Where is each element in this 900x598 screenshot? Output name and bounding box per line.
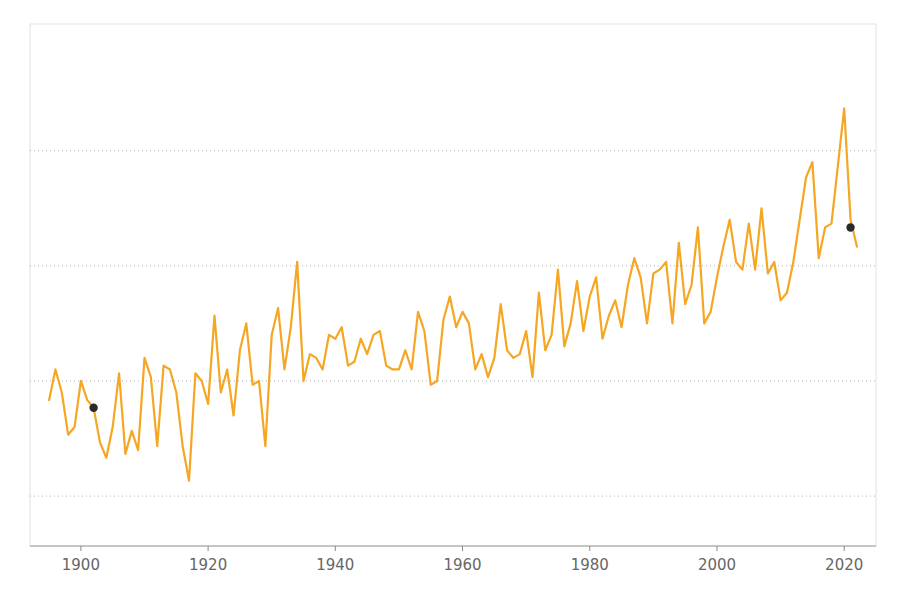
x-tick-label: 2000: [698, 556, 736, 574]
series-line: [49, 108, 857, 480]
point: [846, 223, 854, 231]
x-tick-label: 1940: [316, 556, 354, 574]
x-tick: [589, 546, 590, 551]
x-tick-label: 1900: [62, 556, 100, 574]
x-tick-label: 2020: [825, 556, 863, 574]
x-tick: [716, 546, 717, 551]
x-tick: [80, 546, 81, 551]
y-grid-line: [30, 380, 876, 381]
x-tick: [335, 546, 336, 551]
y-grid-line: [30, 496, 876, 497]
x-axis-line: [30, 546, 876, 547]
x-tick-label: 1960: [443, 556, 481, 574]
x-tick: [462, 546, 463, 551]
plot-frame: [30, 24, 876, 546]
point: [89, 404, 97, 412]
x-tick-label: 1980: [571, 556, 609, 574]
lines: [49, 108, 857, 480]
data: [49, 108, 857, 480]
x-tick: [208, 546, 209, 551]
points: [89, 223, 854, 412]
x-tick: [844, 546, 845, 551]
y-grid-line: [30, 265, 876, 266]
x-tick-label: 1920: [189, 556, 227, 574]
chart: 1900 1920 1940 1960 1980 2000 2020: [0, 0, 900, 598]
y-grid-line: [30, 150, 876, 151]
